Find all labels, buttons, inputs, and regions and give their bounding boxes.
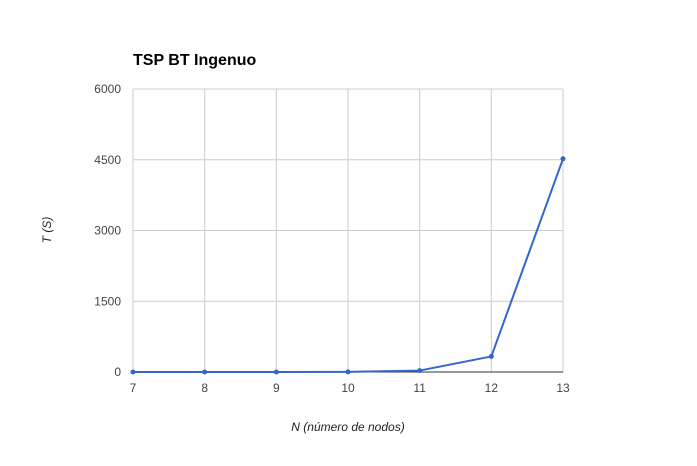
data-point (130, 369, 136, 375)
y-tick-label: 1500 (94, 294, 121, 308)
x-tick-label: 9 (273, 381, 280, 395)
data-point (488, 353, 494, 359)
data-point (202, 369, 208, 375)
y-tick-label: 0 (114, 365, 121, 379)
data-point (273, 369, 279, 375)
data-point (345, 369, 351, 375)
y-tick-label: 4500 (94, 153, 121, 167)
x-tick-label: 7 (130, 381, 137, 395)
grid-lines (132, 88, 564, 372)
data-point (560, 156, 566, 162)
x-tick-label: 13 (556, 381, 570, 395)
y-tick-label: 3000 (94, 224, 121, 238)
x-axis-label: N (número de nodos) (291, 420, 404, 434)
y-tick-label: 6000 (94, 82, 121, 96)
x-tick-label: 10 (341, 381, 355, 395)
y-axis-tick-labels: 0 1500 3000 4500 6000 (94, 82, 121, 379)
data-series (130, 156, 566, 375)
series-group (130, 156, 566, 375)
x-tick-label: 12 (485, 381, 499, 395)
chart-title: TSP BT Ingenuo (133, 52, 256, 69)
data-point (417, 368, 423, 374)
x-tick-label: 11 (413, 381, 426, 395)
y-axis-label: T (S) (40, 217, 54, 244)
x-tick-label: 8 (201, 381, 208, 395)
x-axis-tick-labels: 7 8 9 10 11 12 13 (130, 381, 570, 395)
